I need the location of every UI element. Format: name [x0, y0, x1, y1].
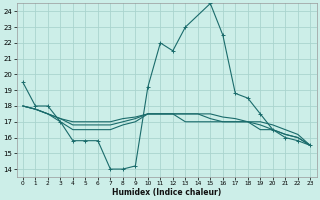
X-axis label: Humidex (Indice chaleur): Humidex (Indice chaleur) [112, 188, 221, 197]
